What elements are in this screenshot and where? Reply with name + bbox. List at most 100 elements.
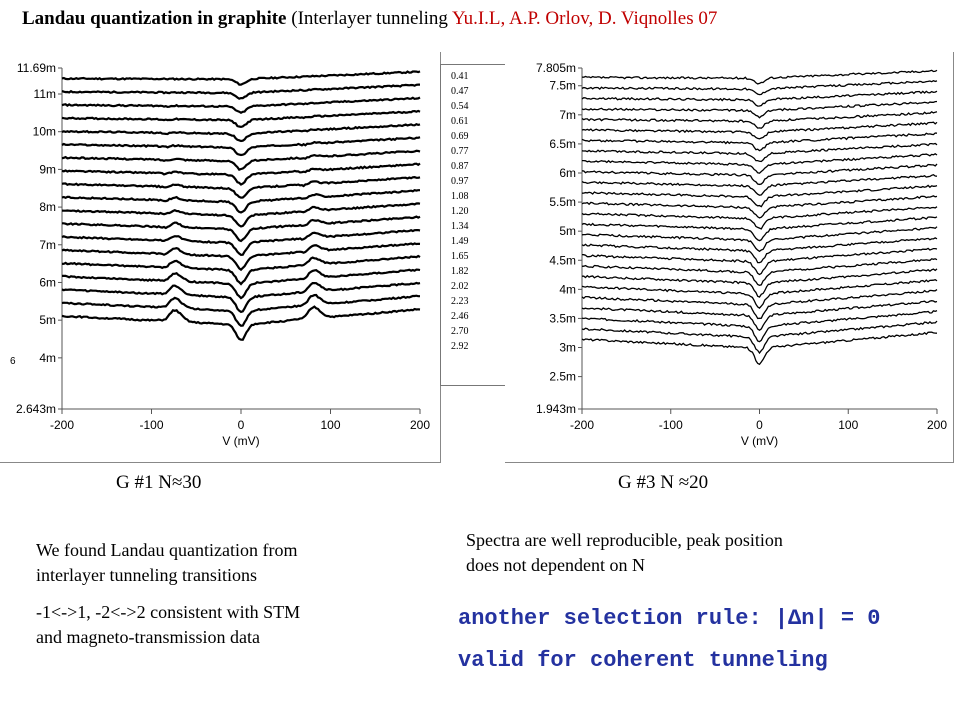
series-line xyxy=(61,136,421,157)
series-line xyxy=(581,173,938,196)
left-text-block: We found Landau quantization from interl… xyxy=(36,538,300,650)
series-line xyxy=(581,309,938,343)
legend-value: 0.69 xyxy=(451,131,469,142)
series-line xyxy=(62,215,421,243)
legend-box: 0.41 0.47 0.54 0.61 0.69 0.77 0.87 0.97 1.08 1.20… xyxy=(440,64,508,386)
series-line xyxy=(581,79,938,96)
series-line xyxy=(581,247,938,276)
y-tick-label: 5.5m xyxy=(549,195,576,209)
series-line xyxy=(581,289,938,320)
x-axis-label: V (mV) xyxy=(741,434,778,448)
left-text-line-3: -1<->1, -2<->2 consistent with STM xyxy=(36,602,301,622)
chart-g3-svg: 1.943m 2.5m 3m 3.5m 4m 4.5m 5m 5.5m 6m 6.5m 7m 7.5m… xyxy=(536,61,947,448)
legend-value: 1.65 xyxy=(451,251,469,262)
y-tick-label: 9m xyxy=(39,162,56,176)
legend-value: 0.47 xyxy=(451,86,469,97)
y-tick-label: 5m xyxy=(559,224,576,238)
y-tick-label: 4m xyxy=(39,351,56,365)
y-tick-label: 2.643m xyxy=(16,402,56,416)
left-text-line-4: and magneto-transmission data xyxy=(36,627,260,647)
right-text-line-2: does not dependent on N xyxy=(466,555,645,575)
series-line xyxy=(61,305,421,341)
series-line xyxy=(582,153,938,174)
series-line xyxy=(581,237,938,264)
legend-value: 0.77 xyxy=(451,146,469,157)
series-line xyxy=(581,206,938,230)
selection-rule-line-1: another selection rule: |Δn| = 0 xyxy=(458,606,881,631)
series-line xyxy=(61,109,421,129)
legend-value: 2.23 xyxy=(451,296,469,307)
legend-value: 0.61 xyxy=(451,116,469,127)
series-line xyxy=(581,216,938,242)
y-tick-label: 5m xyxy=(39,313,56,327)
x-tick-label: 0 xyxy=(238,418,245,432)
legend-value: 0.97 xyxy=(451,176,469,187)
y-tick-label: 6.5m xyxy=(549,137,576,151)
y-tick-label: 6m xyxy=(559,166,576,180)
x-tick-label: -200 xyxy=(50,418,74,432)
legend-value: 0.41 xyxy=(451,71,469,82)
series-line xyxy=(61,189,420,214)
series-line xyxy=(581,184,938,208)
series-line xyxy=(61,83,420,100)
y-tick-label: 7.805m xyxy=(536,61,576,75)
x-tick-label: 100 xyxy=(320,418,340,432)
chart-g1: 2.643m 4m 5m 6m 7m 8m 9m 10m 11m 11.69m -200 -100 0 1… xyxy=(0,52,441,463)
series-line xyxy=(581,258,938,286)
series-line xyxy=(61,96,421,114)
series-line xyxy=(61,175,421,199)
x-tick-label: 100 xyxy=(838,418,858,432)
y-tick-label: 2.5m xyxy=(549,370,576,384)
series-line xyxy=(581,132,938,152)
y-tick-label: 11m xyxy=(34,87,56,101)
right-text-line-1: Spectra are well reproducible, peak posi… xyxy=(466,530,783,550)
page-title: Landau quantization in graphite (Interla… xyxy=(22,8,717,30)
series-line xyxy=(581,110,938,129)
series-line xyxy=(581,320,938,355)
y-tick-label: 11.69m xyxy=(17,61,56,75)
chart-g1-svg: 2.643m 4m 5m 6m 7m 8m 9m 10m 11m 11.69m -200 -100 0 1… xyxy=(10,61,430,448)
chart-g3: 1.943m 2.5m 3m 3.5m 4m 4.5m 5m 5.5m 6m 6.5m 7m 7.5m… xyxy=(505,52,954,463)
series-line xyxy=(581,121,938,140)
legend-value: 1.49 xyxy=(451,236,469,247)
y-tick-label: 7m xyxy=(39,238,56,252)
legend-value: 2.92 xyxy=(451,341,469,352)
series-line xyxy=(581,142,938,163)
series-line xyxy=(581,90,938,107)
legend-value: 1.20 xyxy=(451,206,469,217)
series-line xyxy=(581,195,938,219)
title-bold: Landau quantization in graphite xyxy=(22,8,287,29)
series-line xyxy=(61,162,421,186)
x-tick-label: -200 xyxy=(570,418,594,432)
series-line xyxy=(61,242,421,272)
series-line xyxy=(61,254,421,286)
legend-value: 1.34 xyxy=(451,221,469,232)
title-paren: (Interlayer tunneling xyxy=(286,8,452,29)
series-line xyxy=(581,69,938,85)
x-tick-label: 200 xyxy=(410,418,430,432)
legend-value: 2.02 xyxy=(451,281,469,292)
series-line xyxy=(61,228,421,257)
caption-g1: G #1 N≈30 xyxy=(116,472,202,493)
y-tick-label: 3.5m xyxy=(549,311,576,325)
x-axis-label: V (mV) xyxy=(222,434,259,448)
series-line xyxy=(61,70,421,86)
y-tick-label: 1.943m xyxy=(536,402,576,416)
y-tick-label: 3m xyxy=(559,341,576,355)
left-text-line-1: We found Landau quantization from xyxy=(36,540,298,560)
y-tick-label: 7.5m xyxy=(549,79,576,93)
title-authors: Yu.I.L, A.P. Orlov, D. Viqnolles 07 xyxy=(451,8,718,29)
series-line xyxy=(61,122,421,143)
legend-value: 0.54 xyxy=(451,101,469,112)
left-text-line-2: interlayer tunneling transitions xyxy=(36,565,257,585)
selection-rule-line-2: valid for coherent tunneling xyxy=(458,648,828,673)
series-line xyxy=(61,149,421,172)
series-line xyxy=(61,202,421,228)
legend-value: 2.46 xyxy=(451,311,469,322)
y-tick-label: 10m xyxy=(33,125,56,139)
series-line xyxy=(581,278,938,309)
series-line xyxy=(62,268,421,300)
series-line xyxy=(61,281,421,314)
legend-value: 1.82 xyxy=(451,266,469,277)
y-tick-label: 8m xyxy=(39,200,56,214)
